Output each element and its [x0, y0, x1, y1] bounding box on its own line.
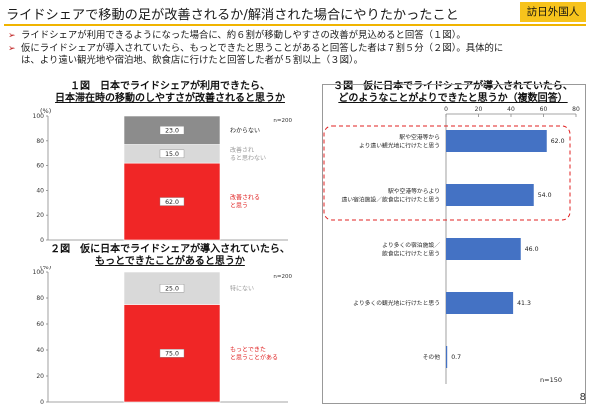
bullet-item: ➢ 仮にライドシェアが導入されていたら、もっとできたと思うことがあると回答した者… [8, 43, 582, 56]
chart2-title: ２図 仮に日本でライドシェアが導入されていたら、 もっとできたことがあると思うか [20, 244, 320, 267]
chart3-bar [446, 238, 521, 260]
chart3-data-label: 46.0 [525, 246, 539, 253]
chart2-n-label: n=200 [273, 274, 292, 280]
chart3-category-label: 駅や空港等からより遠い観光地に行けたと思う [359, 133, 440, 150]
chart1-ytick-label: 0 [40, 237, 44, 244]
page-number: 8 [579, 392, 586, 403]
chart3-title-line1: ３図 仮に日本でライドシェアが導入されていたら、 [333, 81, 573, 92]
bullet-text: 仮にライドシェアが導入されていたら、もっとできたと思うことがあると回答した者は７… [21, 42, 504, 54]
chart3-data-label: 0.7 [451, 354, 461, 361]
chart3-xtick-label: 20 [475, 106, 483, 113]
chart1-data-label: 15.0 [165, 151, 179, 158]
chart3-horizontal-bar: 0 20 40 60 80 駅や空港等からより遠い観光地に行けたと思う 62.0 駅や空港等か… [323, 106, 580, 384]
chart1-legend-label: 改善されると思わない [230, 146, 266, 162]
category-badge: 訪日外国人 [520, 2, 586, 22]
chart3-title: ３図 仮に日本でライドシェアが導入されていたら、 どのようなことがよりできたと思… [320, 81, 586, 104]
chart2-ytick-label: 40 [36, 347, 44, 354]
chart3-bar [446, 184, 534, 206]
chart3-data-label: 41.3 [517, 300, 531, 307]
bullet-item: ➢ ライドシェアが利用できるようになった場合に、約６割が移動しやすさの改善が見込… [8, 30, 582, 43]
chart2-ylabel: (%) [40, 266, 51, 271]
chart1-ytick-label: 100 [33, 113, 45, 120]
chart1-n-label: n=200 [273, 118, 292, 124]
chart1-title: １図 日本でライドシェアが利用できたら、 日本滞在時の移動のしやすさが改善される… [20, 81, 320, 104]
chart3-title-line2: どのようなことがよりできたと思うか（複数回答） [338, 92, 568, 104]
page-header: ライドシェアで移動の足が改善されるか/解消された場合にやりたかったこと 訪日外国… [4, 2, 586, 26]
chart3-category-label: 駅や空港等からより遠い宿泊施設／飲食店に行けたと思う [341, 187, 440, 204]
chart1-ytick-label: 20 [36, 212, 44, 219]
chart3-category-label: より多くの宿泊施設／飲食店に行けたと思う [382, 241, 440, 258]
chart1-legend-label: わからない [230, 127, 260, 134]
chart3-data-label: 62.0 [551, 138, 565, 145]
chart1-ylabel: (%) [40, 107, 51, 115]
chart2-data-label: 25.0 [165, 286, 179, 293]
chart3-category-label: より多くの観光地に行けたと思う [353, 299, 440, 307]
chart2-ytick-label: 60 [36, 321, 44, 328]
chart3-bar [446, 130, 547, 152]
chart1-data-label-box [159, 197, 185, 206]
chart1-stacked-bar: (%) n=200 0 20 40 60 80 100 62.0 改善されると思う 15.0 改善され… [33, 107, 293, 244]
page-title: ライドシェアで移動の足が改善されるか/解消された場合にやりたかったこと [6, 8, 459, 23]
chart3-bar [446, 346, 448, 368]
chart2-ytick-label: 100 [33, 269, 45, 276]
chart2-data-label: 75.0 [165, 351, 179, 358]
chart3-category-label: その他 [423, 353, 441, 361]
chart2-data-label-box [159, 284, 185, 293]
bullet-text: ライドシェアが利用できるようになった場合に、約６割が移動しやすさの改善が見込める… [21, 30, 466, 41]
chart2-title-line1: ２図 仮に日本でライドシェアが導入されていたら、 [50, 244, 290, 255]
chart3-xtick-label: 60 [540, 106, 548, 113]
chart1-ytick-label: 40 [36, 187, 44, 194]
chart2-title-line2: もっとできたことがあると思うか [95, 255, 245, 267]
summary-bullets: ➢ ライドシェアが利用できるようになった場合に、約６割が移動しやすさの改善が見込… [8, 30, 582, 68]
chart2-ytick-label: 80 [36, 295, 44, 302]
chart3-n-label: n=150 [540, 376, 562, 384]
bullet-continuation: は、より遠い観光地や宿泊地、飲食店に行けたと回答した者が５割以上（３図）。 [21, 55, 363, 66]
chart1-title-line1: １図 日本でライドシェアが利用できたら、 [70, 81, 270, 92]
chart3-highlight-frame [323, 125, 571, 221]
chart2-legend-label: 特にない [230, 284, 254, 292]
chart2-ytick-label: 20 [36, 373, 44, 380]
chart1-data-label-box [159, 126, 185, 135]
chart1-ytick-label: 80 [36, 138, 44, 145]
chart2-stacked-bar: (%) n=200 0 20 40 60 80 100 75.0 もっとできたと思うことがある 25… [33, 266, 293, 406]
chart3-xtick-label: 0 [444, 106, 448, 113]
chart1-legend-label: 改善されると思う [230, 194, 260, 210]
chart1-ytick-label: 60 [36, 163, 44, 170]
chart3-data-label: 54.0 [538, 192, 552, 199]
arrow-bullet-icon: ➢ [8, 31, 16, 41]
chart1-data-label: 62.0 [165, 199, 179, 206]
chart2-ytick-label: 0 [40, 399, 44, 406]
chart3-bar [446, 292, 514, 314]
chart3-xtick-label: 80 [572, 106, 580, 113]
chart2-legend-label: もっとできたと思うことがある [230, 346, 278, 361]
arrow-bullet-icon: ➢ [8, 43, 16, 54]
chart3-xtick-label: 40 [507, 106, 515, 113]
chart1-title-line2: 日本滞在時の移動のしやすさが改善されると思うか [55, 92, 285, 104]
chart2-data-label-box [159, 349, 185, 358]
chart3-panel [322, 84, 586, 404]
chart1-data-label-box [159, 149, 185, 159]
chart1-data-label: 23.0 [165, 128, 179, 135]
